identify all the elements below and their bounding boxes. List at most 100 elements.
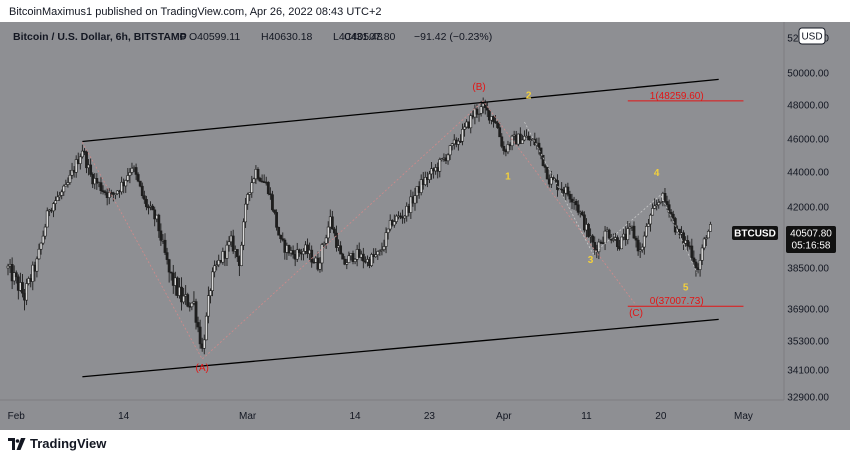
countdown-label: 05:16:58	[792, 241, 831, 252]
candle-body	[428, 173, 431, 180]
currency-button[interactable]	[798, 27, 826, 45]
candle-body	[291, 250, 295, 255]
candle-body	[376, 251, 380, 256]
candle-body	[248, 192, 252, 195]
candle-body	[409, 196, 413, 213]
candle-body	[659, 200, 663, 203]
candle-body	[698, 260, 702, 270]
plot-background	[0, 22, 784, 400]
candle-body	[353, 258, 357, 262]
candle-body	[527, 135, 531, 141]
candle-body	[209, 290, 212, 297]
candle-body	[616, 237, 619, 248]
wave-label: 2	[526, 91, 532, 102]
candle-body	[570, 198, 574, 203]
candle-body	[357, 249, 361, 258]
candle-body	[374, 254, 378, 258]
candle-body	[74, 159, 78, 173]
candle-body	[502, 146, 506, 151]
candle-body	[277, 226, 281, 236]
candle-body	[163, 239, 167, 253]
candle-body	[99, 182, 103, 191]
candle-body	[510, 135, 514, 147]
candle-body	[607, 229, 611, 239]
candle-body	[204, 315, 208, 341]
candle-body	[380, 249, 384, 251]
candle-body	[657, 202, 661, 206]
candle-body	[378, 250, 382, 252]
candle-body	[611, 239, 615, 241]
price-axis-background[interactable]	[784, 22, 850, 400]
candle-body	[89, 164, 93, 175]
price-tick-label: 38500.00	[787, 264, 829, 275]
tradingview-logo[interactable]: TradingView	[8, 436, 106, 451]
candle-body	[136, 174, 140, 182]
candle-body	[231, 235, 235, 252]
candle-body	[297, 249, 301, 253]
candle-body	[580, 211, 584, 216]
candle-body	[138, 180, 142, 187]
candle-body	[35, 258, 39, 272]
candle-body	[242, 221, 245, 246]
candle-body	[591, 235, 595, 243]
wave-12345-connector	[524, 121, 698, 274]
candle-body	[343, 258, 347, 265]
candle-body	[626, 228, 630, 240]
candle-body	[114, 193, 117, 196]
candle-body	[339, 245, 343, 255]
candle-body	[392, 221, 396, 226]
candle-body	[552, 177, 555, 181]
current-price-label: 40507.80	[790, 229, 832, 240]
candle-body	[103, 191, 107, 194]
candle-body	[523, 136, 526, 141]
time-tick-label: May	[734, 411, 753, 422]
candle-body	[43, 226, 47, 237]
tradingview-brand: TradingView	[30, 436, 107, 451]
chart-area[interactable]: 52000.0050000.0048000.0046000.0044000.00…	[0, 22, 850, 430]
candle-body	[706, 230, 710, 239]
candle-body	[31, 264, 35, 282]
price-tick-label: 32900.00	[787, 393, 829, 404]
candle-body	[704, 237, 708, 240]
time-tick-label: 20	[655, 411, 667, 422]
candle-body	[419, 179, 423, 193]
price-chart[interactable]: 52000.0050000.0048000.0046000.0044000.00…	[0, 22, 850, 430]
candle-body	[225, 244, 229, 259]
candle-body	[582, 214, 586, 231]
candle-body	[545, 167, 549, 180]
candle-body	[287, 245, 291, 254]
channel-lower-line[interactable]	[82, 318, 719, 378]
candle-body	[651, 208, 654, 216]
legend-separator-icon	[179, 33, 187, 40]
candle-body	[41, 235, 45, 244]
time-axis-background[interactable]	[0, 400, 850, 430]
candle-body	[469, 115, 473, 129]
candle-body	[597, 241, 601, 253]
candle-body	[54, 200, 57, 204]
candle-body	[632, 225, 636, 239]
candle-body	[206, 295, 210, 317]
candle-body	[250, 182, 254, 194]
candle-body	[700, 247, 704, 261]
wave-abc-connector	[82, 100, 637, 360]
candle-body	[194, 301, 198, 323]
candle-body	[128, 172, 132, 176]
candle-body	[446, 154, 450, 162]
candle-body	[306, 244, 309, 255]
candle-body	[134, 167, 138, 175]
candle-body	[217, 260, 221, 266]
candle-body	[78, 156, 82, 164]
candle-body	[58, 195, 62, 198]
candle-body	[56, 196, 59, 201]
channel-upper-line[interactable]	[82, 78, 719, 143]
candles	[6, 97, 712, 355]
candle-body	[145, 199, 148, 208]
candle-body	[101, 190, 105, 192]
candle-body	[587, 224, 590, 237]
candle-body	[202, 339, 206, 349]
current-price-badge: BTCUSD 40507.80 05:16:58	[732, 226, 836, 254]
candle-body	[399, 215, 402, 218]
candle-body	[116, 190, 119, 195]
candle-body	[690, 245, 694, 259]
candle-body	[83, 150, 86, 153]
